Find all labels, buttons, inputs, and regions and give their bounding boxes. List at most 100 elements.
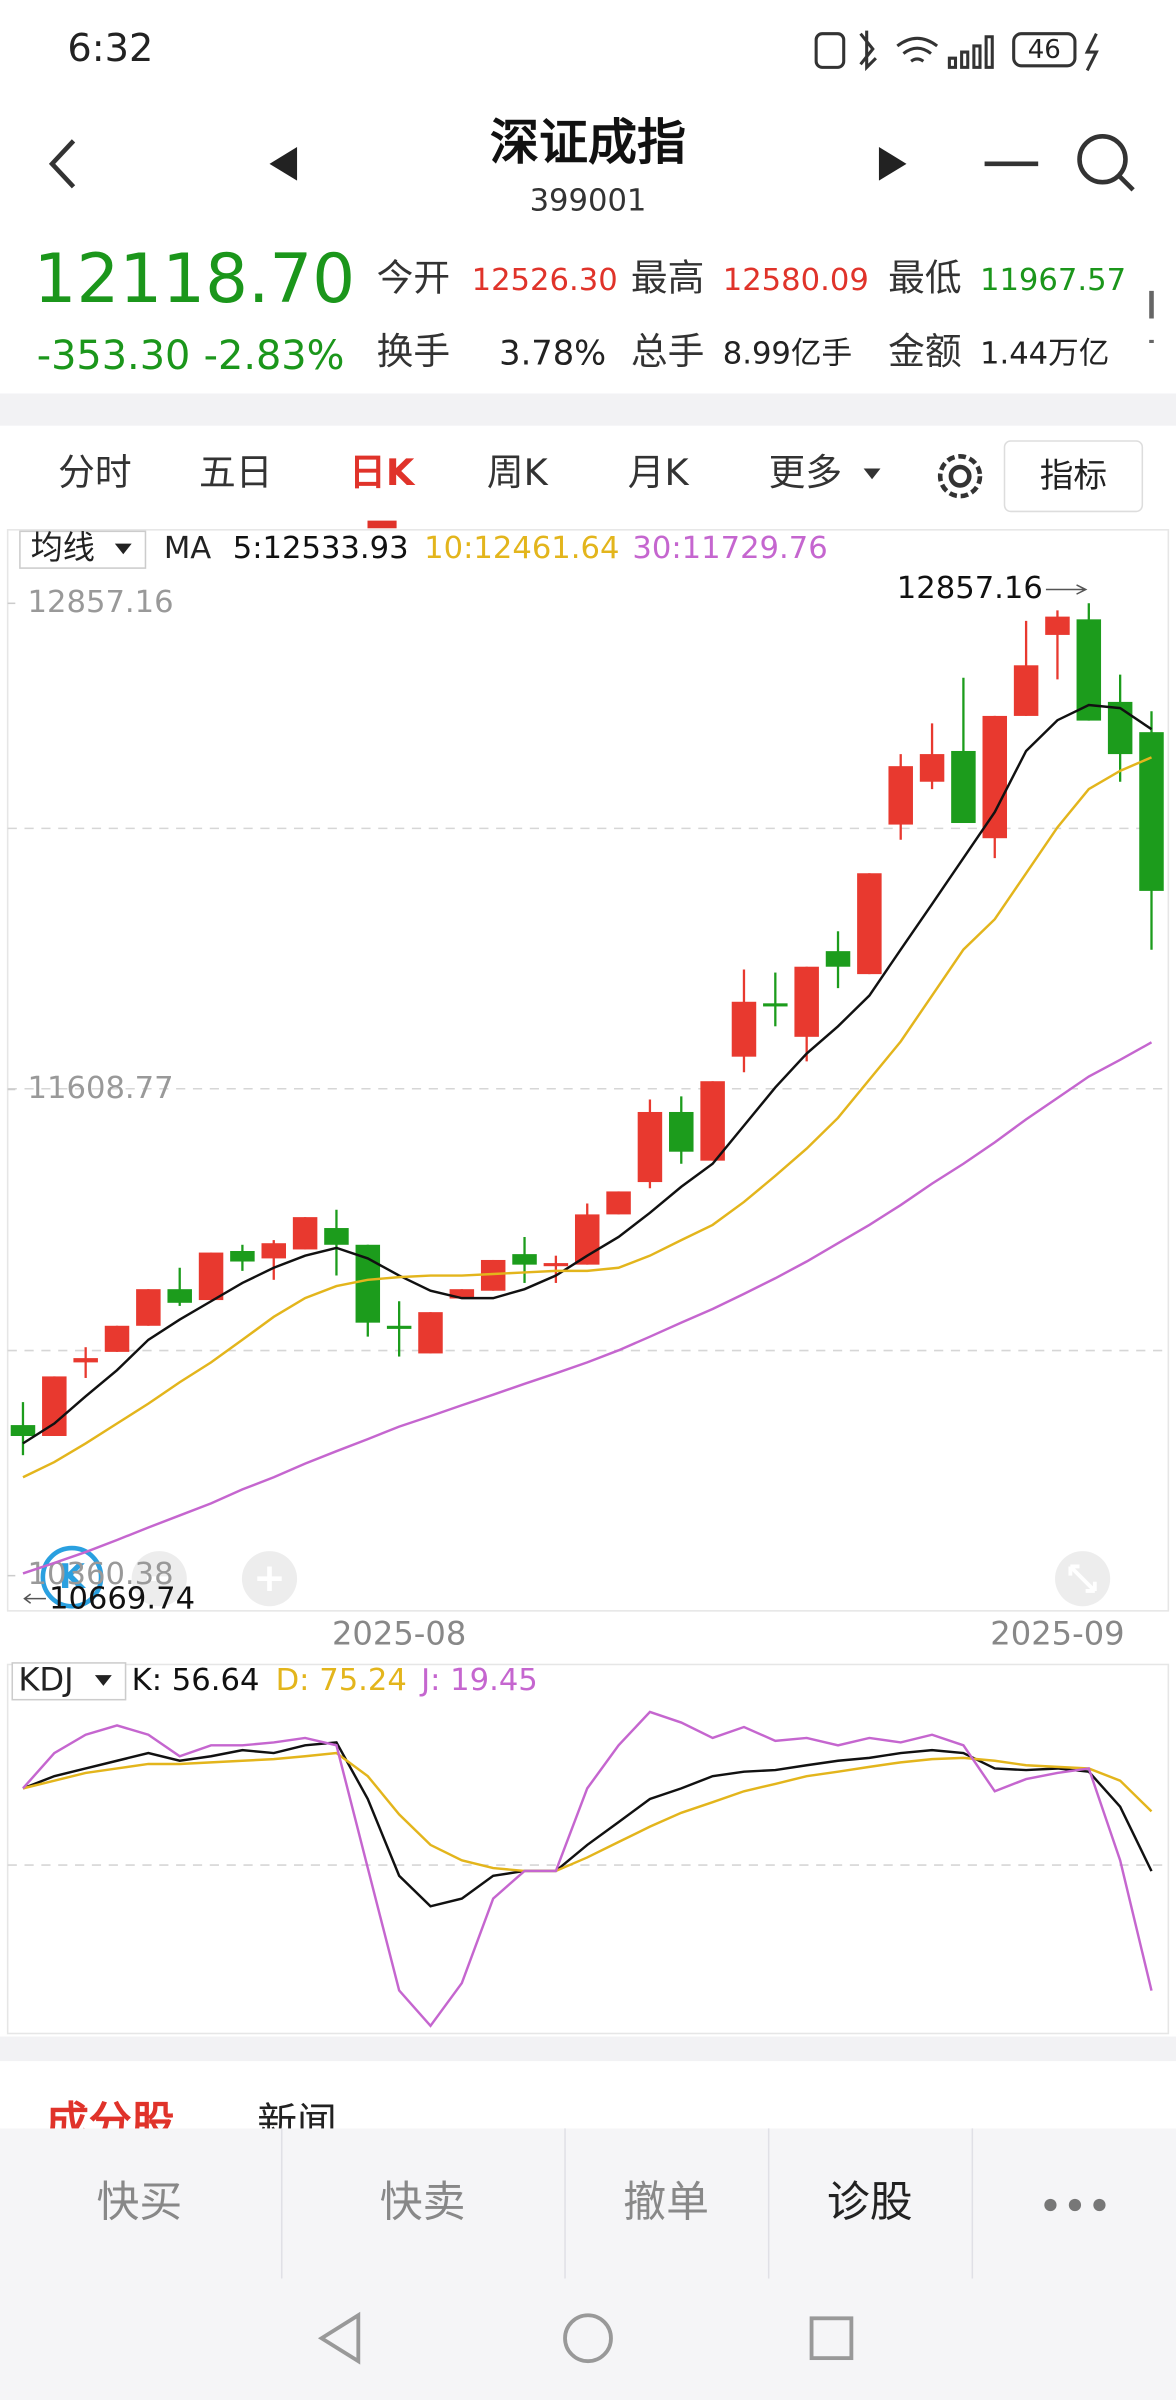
candle-body (1107, 701, 1133, 755)
nav-buttons[interactable] (317, 2311, 854, 2365)
tab[interactable]: 更多 (769, 451, 842, 494)
candle-body (1076, 619, 1102, 721)
more-button[interactable] (1044, 2198, 1106, 2212)
legend-entry: J: 19.45 (419, 1663, 538, 1698)
series-line (22, 1710, 1153, 2028)
zoom-out[interactable] (131, 1551, 187, 1607)
candle-body (919, 754, 945, 782)
field-label: 最高 (631, 257, 704, 300)
candle-body (418, 1312, 443, 1354)
field-value: 3.78% (499, 334, 606, 373)
series-line (22, 1751, 1153, 1873)
candle-body (292, 1217, 318, 1250)
series-line (22, 1741, 1153, 1908)
tab[interactable]: 分时 (58, 451, 131, 494)
field-label: 金额 (888, 330, 961, 373)
field-value: 1.44万亿 (980, 337, 1109, 372)
min-arrow (23, 1593, 46, 1604)
status-time: 6:32 (67, 26, 153, 71)
dropdown-arrow (94, 1675, 112, 1686)
legend-entry: 5:12533.93 (233, 531, 409, 566)
field-value: 12580.09 (723, 263, 869, 298)
legend-entry: 10:12461.64 (424, 531, 619, 566)
svg-text:K: K (59, 1557, 87, 1596)
price-panel (6, 529, 1170, 1612)
bottom-tab[interactable]: 诊股 (827, 2177, 913, 2227)
title: 深证成指 (490, 114, 686, 171)
series-line (22, 756, 1152, 1479)
candle-body (1139, 732, 1164, 891)
tab[interactable]: 周K (487, 451, 549, 494)
bottom-tab[interactable]: 撤单 (623, 2177, 709, 2227)
kdj-panel (6, 1663, 1170, 2035)
candle-body (386, 1325, 412, 1329)
candle-body (42, 1376, 67, 1436)
separator (0, 2036, 1176, 2062)
candle-body (888, 766, 913, 825)
candle-body (606, 1191, 631, 1215)
next-button[interactable] (878, 146, 907, 181)
max-arrow (1045, 584, 1088, 595)
field-value: 11967.57 (980, 263, 1126, 298)
field-label: 最低 (888, 257, 961, 300)
candle-body (637, 1111, 663, 1183)
dividers (280, 2128, 974, 2279)
max-label: 12857.16 (897, 571, 1043, 606)
indicator-button[interactable] (1003, 440, 1144, 513)
candle-body (794, 966, 819, 1037)
indicator-button-label: 指标 (1040, 456, 1107, 495)
candle-body (951, 750, 976, 824)
back-button[interactable] (48, 139, 76, 189)
field-value: 8.99亿手 (723, 337, 852, 372)
battery-level: 46 (1028, 35, 1061, 65)
y-tick-label: 11608.77 (28, 1071, 174, 1106)
candle-body (449, 1289, 475, 1299)
settings-button[interactable] (937, 454, 983, 499)
x-tick-label: 2025-09 (990, 1614, 1124, 1652)
candle-body (731, 1001, 757, 1057)
candle-body (825, 951, 851, 967)
change-pct: -2.83% (204, 333, 345, 379)
field-label: 今开 (377, 257, 450, 300)
nav-bar (0, 2278, 1176, 2400)
series-line (22, 703, 1153, 1445)
candle-body (261, 1243, 287, 1259)
tab[interactable]: 五日 (199, 451, 272, 494)
fullscreen[interactable] (1055, 1551, 1111, 1607)
price: 12118.70 (34, 239, 355, 318)
indicator-name: KDJ (18, 1660, 73, 1698)
min-label: 10669.74 (49, 1582, 195, 1617)
candle-body (136, 1289, 161, 1326)
legend-prefix: MA (164, 531, 211, 566)
bottom-tab[interactable]: 快买 (96, 2177, 182, 2227)
candle-body (857, 873, 882, 975)
status-icons (814, 30, 1099, 72)
code: 399001 (530, 184, 647, 219)
series-line (22, 1041, 1153, 1575)
candle-body (324, 1228, 349, 1245)
bottom-bar (0, 2128, 1176, 2279)
prev-button[interactable] (269, 146, 298, 181)
candle-body (1013, 665, 1039, 716)
y-tick-label: 12857.16 (28, 585, 174, 620)
candle-body (230, 1251, 255, 1262)
change: -353.30 (37, 333, 191, 379)
candle-body (700, 1081, 725, 1161)
candle-body (198, 1252, 224, 1301)
zoom-in[interactable] (241, 1551, 298, 1607)
legend-entry: K: 56.64 (132, 1663, 260, 1698)
bottom-tab[interactable]: 快卖 (380, 2177, 466, 2227)
candle-body (763, 1003, 788, 1007)
candle-body (10, 1425, 36, 1436)
indicator-name: 均线 (31, 529, 95, 567)
legend-entry: D: 75.24 (276, 1663, 407, 1698)
search-button[interactable] (1077, 133, 1135, 192)
tab-active[interactable]: 日K (349, 451, 416, 494)
legend-entry: 30:11729.76 (632, 531, 827, 566)
tab[interactable]: 月K (628, 451, 690, 494)
dropdown-arrow (863, 468, 881, 480)
field-value: 12526.30 (472, 263, 618, 298)
